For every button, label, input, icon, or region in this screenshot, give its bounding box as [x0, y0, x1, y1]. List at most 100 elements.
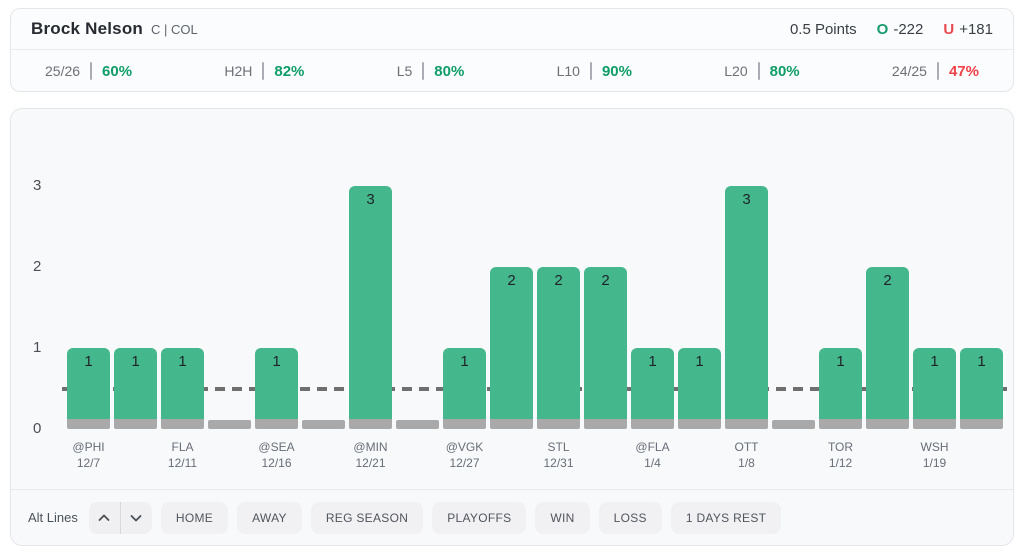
bar-segment: 1 [67, 348, 110, 419]
opponent-label: @PHI [72, 440, 105, 454]
filter-button-playoffs[interactable]: PLAYOFFS [432, 501, 527, 534]
filter-button-1-days-rest[interactable]: 1 DAYS REST [670, 501, 782, 534]
bar-baseline-stub [396, 420, 439, 429]
bar-baseline-stub [537, 419, 580, 429]
game-bar-7[interactable]: 3 [349, 186, 392, 429]
odds-group: 0.5 Points O -222 U +181 [790, 21, 993, 38]
game-bar-12[interactable]: 2 [584, 267, 627, 429]
bar-baseline-stub [114, 419, 157, 429]
y-tick-2: 2 [33, 258, 42, 275]
stat-item-l20: L20 80% [724, 62, 800, 80]
alt-line-up-button[interactable] [89, 502, 120, 534]
game-bar-2[interactable]: 1 [114, 348, 157, 429]
game-bar-6[interactable] [302, 420, 345, 429]
game-bar-4[interactable] [208, 420, 251, 429]
x-tick-tor: TOR 1/12 [828, 439, 853, 471]
game-bar-18[interactable]: 2 [866, 267, 909, 429]
bar-baseline-stub [443, 419, 486, 429]
alt-line-down-button[interactable] [121, 502, 152, 534]
bar-value-label: 2 [883, 272, 892, 289]
game-bar-8[interactable] [396, 420, 439, 429]
alt-lines-label: Alt Lines [28, 510, 78, 525]
bar-segment: 3 [349, 186, 392, 419]
opponent-label: WSH [920, 440, 949, 454]
filter-button-away[interactable]: AWAY [237, 501, 302, 534]
player-header-card: Brock Nelson C | COL 0.5 Points O -222 U… [10, 8, 1014, 92]
game-bar-17[interactable]: 1 [819, 348, 862, 429]
game-bar-15[interactable]: 3 [725, 186, 768, 429]
chart-card: 0 1 2 3 1 1 1 1 3 1 2 2 2 1 1 3 1 2 1 1 @PHI 12/7 FLA 12/11 @S… [10, 108, 1014, 546]
filter-button-loss[interactable]: LOSS [598, 501, 662, 534]
stat-item-h2h: H2H 82% [224, 62, 304, 80]
bar-value-label: 1 [460, 353, 469, 370]
game-date-label: 12/11 [167, 456, 198, 470]
bars-container: 1 1 1 1 3 1 2 2 2 1 1 3 1 2 1 1 [67, 109, 1003, 429]
x-tick-stl: STL 12/31 [543, 439, 573, 471]
y-tick-1: 1 [33, 339, 42, 356]
game-bar-13[interactable]: 1 [631, 348, 674, 429]
x-tick-at-fla: @FLA 1/4 [635, 439, 669, 471]
bar-baseline-stub [678, 419, 721, 429]
game-bar-5[interactable]: 1 [255, 348, 298, 429]
bar-value-label: 1 [131, 353, 140, 370]
filter-button-reg-season[interactable]: REG SEASON [310, 501, 424, 534]
bar-baseline-stub [772, 420, 815, 429]
game-date-label: 12/7 [76, 456, 101, 470]
opponent-label: @SEA [258, 440, 295, 454]
game-date-label: 1/8 [738, 456, 755, 470]
bar-baseline-stub [631, 419, 674, 429]
chevron-down-icon [130, 514, 142, 521]
filter-button-home[interactable]: HOME [160, 501, 229, 534]
bar-segment: 1 [631, 348, 674, 419]
bar-baseline-stub [819, 419, 862, 429]
bar-segment: 1 [114, 348, 157, 419]
game-bar-19[interactable]: 1 [913, 348, 956, 429]
x-tick-fla: FLA 12/11 [168, 439, 197, 471]
filter-buttons: HOME AWAY REG SEASON PLAYOFFS WIN LOSS 1 DAYS … [160, 501, 782, 534]
bar-value-label: 3 [742, 191, 751, 208]
bar-value-label: 1 [836, 353, 845, 370]
bar-segment: 2 [490, 267, 533, 419]
bar-value-label: 1 [930, 353, 939, 370]
over-odds-button[interactable]: O -222 [877, 21, 924, 38]
game-date-label: 12/31 [543, 456, 574, 470]
game-bar-1[interactable]: 1 [67, 348, 110, 429]
opponent-label: @MIN [353, 440, 388, 454]
game-bar-20[interactable]: 1 [960, 348, 1003, 429]
bar-value-label: 2 [554, 272, 563, 289]
stat-item-l5: L5 80% [397, 62, 465, 80]
x-tick-at-sea: @SEA 12/16 [258, 439, 294, 471]
game-bar-14[interactable]: 1 [678, 348, 721, 429]
under-odds-value: +181 [959, 20, 993, 38]
stat-value: 47% [948, 62, 979, 80]
bar-segment: 1 [819, 348, 862, 419]
bar-value-label: 1 [977, 353, 986, 370]
game-bar-11[interactable]: 2 [537, 267, 580, 429]
chart-controls: Alt Lines HOME AWAY REG SEASON PLAYOFFS WIN L… [11, 490, 1013, 545]
stat-value: 90% [601, 62, 632, 80]
under-odds-button[interactable]: U +181 [943, 21, 993, 38]
stat-value: 80% [434, 62, 465, 80]
x-tick-ott: OTT 1/8 [735, 439, 759, 471]
bar-segment: 2 [866, 267, 909, 419]
opponent-label: @VGK [445, 440, 484, 454]
bar-baseline-stub [960, 419, 1003, 429]
player-name: Brock Nelson [31, 19, 143, 38]
stat-item-25-26: 25/26 60% [45, 62, 132, 80]
chevron-up-icon [98, 514, 110, 521]
stat-label: 25/26 [45, 63, 81, 79]
x-tick-at-vgk: @VGK 12/27 [446, 439, 484, 471]
bar-value-label: 1 [178, 353, 187, 370]
bar-baseline-stub [67, 419, 110, 429]
y-tick-0: 0 [33, 420, 42, 437]
game-bar-16[interactable] [772, 420, 815, 429]
game-bar-10[interactable]: 2 [490, 267, 533, 429]
bar-baseline-stub [584, 419, 627, 429]
game-date-label: 1/19 [922, 456, 947, 470]
bar-baseline-stub [866, 419, 909, 429]
stat-divider [262, 62, 265, 80]
bar-segment: 1 [161, 348, 204, 419]
filter-button-win[interactable]: WIN [535, 501, 590, 534]
game-bar-9[interactable]: 1 [443, 348, 486, 429]
game-bar-3[interactable]: 1 [161, 348, 204, 429]
